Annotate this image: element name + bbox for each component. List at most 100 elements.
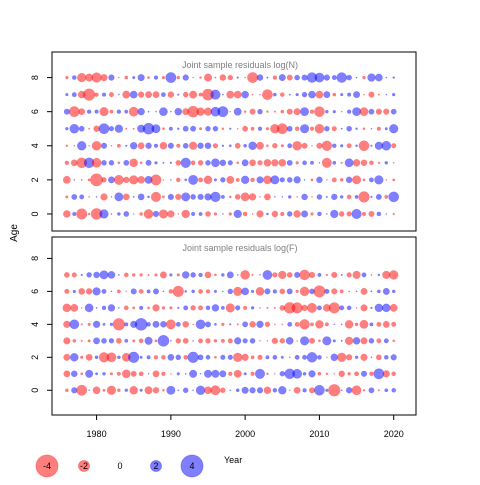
residual-point [344,158,354,168]
residual-point [162,179,165,181]
residual-point [330,353,339,362]
residual-point [213,355,217,359]
residual-point [243,372,247,376]
residual-point [226,175,235,184]
residual-point [256,320,264,329]
residual-point [146,322,151,327]
residual-point [110,144,113,147]
residual-point [137,142,145,150]
residual-point [95,372,99,376]
residual-point [391,371,397,377]
residual-point [108,74,115,81]
residual-point [180,157,191,168]
residual-point [339,305,345,311]
residual-point [219,370,227,378]
residual-point [137,193,145,201]
residual-point [190,272,196,278]
residual-point [333,372,336,375]
residual-point [214,76,217,79]
residual-point [190,305,196,311]
residual-point [332,160,337,165]
residual-point [318,161,321,164]
residual-point [87,339,91,343]
residual-point [63,353,71,361]
residual-point [212,125,219,132]
residual-point [369,160,374,166]
residual-point [175,177,181,183]
residual-point [241,90,249,99]
residual-point [374,73,383,82]
residual-point [205,211,211,217]
residual-point [308,387,316,394]
legend-label: 4 [189,461,194,471]
residual-point [132,127,135,130]
residual-point [65,92,69,97]
x-tick-label: 2010 [309,429,329,439]
residual-point [368,177,374,183]
residual-point [167,142,174,149]
residual-point [217,106,229,118]
residual-point [257,354,263,360]
residual-point [63,210,71,218]
residual-point [340,161,343,164]
residual-point [352,107,362,117]
residual-point [192,339,194,342]
residual-point [362,389,366,392]
residual-point [263,158,272,167]
residual-point [107,304,116,312]
residual-point [377,93,380,96]
residual-point [175,193,182,201]
residual-point [306,351,318,363]
residual-point [345,354,353,361]
residual-point [129,90,138,99]
residual-point [236,76,239,79]
residual-point [121,369,131,379]
residual-point [235,177,240,182]
residual-point [128,106,139,117]
residual-point [280,109,285,114]
residual-point [86,272,92,278]
residual-point [139,305,144,310]
residual-point [299,336,310,346]
residual-point [243,305,248,310]
residual-point [346,305,352,311]
residual-point [360,370,368,377]
residual-point [177,389,180,392]
residual-point [293,176,301,184]
residual-point [263,386,272,395]
residual-point [77,72,87,83]
residual-point [130,288,137,295]
residual-point [384,388,389,393]
residual-point [352,337,361,345]
residual-point [308,90,316,99]
residual-point [122,193,130,201]
residual-point [152,91,160,99]
residual-point [228,371,233,376]
residual-point [94,109,99,114]
residual-point [65,75,69,80]
residual-point [251,273,254,277]
residual-point [362,75,366,80]
panel-logF-x-axis: 1980 1990 2000 2010 2020 [87,415,404,439]
residual-point [293,386,301,394]
residual-point [115,337,122,344]
residual-point [62,175,71,184]
residual-point [145,142,152,149]
residual-point [256,141,264,150]
residual-point [263,193,271,201]
residual-point [184,289,188,293]
residual-point [272,75,278,80]
residual-point [316,305,322,311]
residual-point [144,386,153,395]
residual-point [351,385,362,396]
residual-point [310,212,314,216]
residual-point [266,339,269,342]
residual-point [101,288,107,294]
residual-point [211,304,220,312]
residual-point [227,74,234,81]
residual-point [249,337,256,344]
residual-point [339,195,344,199]
residual-point [95,306,98,309]
residual-point [213,339,218,343]
